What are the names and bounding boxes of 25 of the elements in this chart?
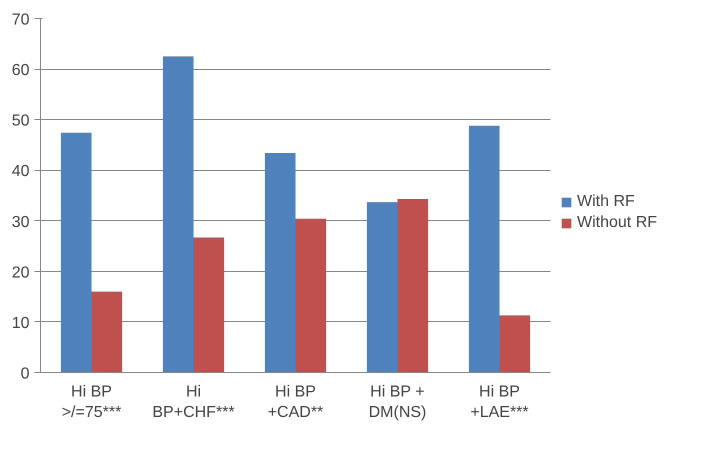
y-tick-label: 40 bbox=[12, 163, 30, 180]
bar bbox=[500, 315, 530, 372]
bar bbox=[366, 202, 398, 372]
x-tick-label: Hi BP+CHF*** bbox=[152, 384, 235, 421]
y-tick-label: 10 bbox=[12, 314, 30, 332]
bar bbox=[92, 292, 122, 372]
legend-label: With RF bbox=[577, 193, 635, 211]
bar bbox=[264, 153, 296, 372]
x-tick-label: Hi BP +LAE*** bbox=[470, 384, 529, 421]
x-tick-label: Hi BP + DM(NS) bbox=[368, 384, 426, 421]
y-tick-label: 60 bbox=[12, 62, 30, 80]
y-tick-label: 20 bbox=[12, 264, 30, 282]
x-tick-label: Hi BP >/=75*** bbox=[62, 384, 122, 421]
y-tick-label: 70 bbox=[12, 12, 30, 28]
bar bbox=[60, 132, 92, 372]
y-tick-label: 50 bbox=[12, 112, 30, 130]
bar bbox=[162, 56, 194, 372]
bar bbox=[194, 237, 224, 372]
legend-label: Without RF bbox=[577, 214, 658, 232]
bar bbox=[296, 218, 326, 372]
bar bbox=[468, 126, 500, 372]
y-tick-label: 30 bbox=[12, 214, 30, 231]
y-tick-label: 0 bbox=[20, 366, 30, 382]
x-tick-label: Hi BP +CAD** bbox=[268, 384, 324, 421]
bar bbox=[398, 199, 428, 372]
